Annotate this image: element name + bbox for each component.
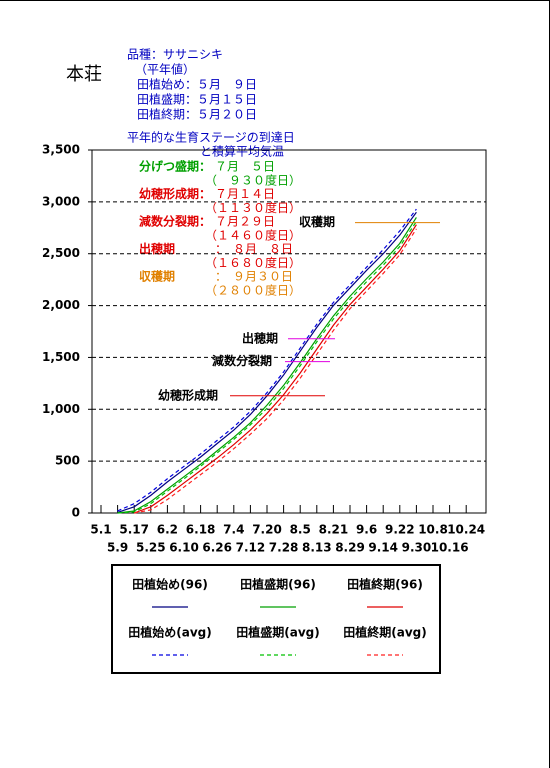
- stage-gdd: （１４６０度日）: [205, 228, 301, 243]
- x-tick-label: 7.28: [269, 541, 299, 555]
- x-tick-label: 5.25: [136, 541, 166, 555]
- stage-label: 減数分裂期: [212, 353, 272, 368]
- legend-label: 田植盛期(96): [240, 577, 316, 592]
- x-tick-label: 10.16: [431, 541, 469, 555]
- x-tick-label: 9.14: [368, 541, 398, 555]
- planting: 田植終期：５月２０日: [137, 107, 257, 122]
- stage-name: 幼穂形成期：: [139, 186, 211, 201]
- stage-label: 幼穂形成期: [158, 387, 218, 402]
- y-tick-label: 500: [55, 454, 80, 468]
- series-line: [133, 224, 417, 514]
- series-line: [117, 208, 417, 512]
- x-tick-label: 7.20: [252, 523, 282, 537]
- plot-area: [91, 149, 487, 514]
- station: 本荘: [66, 64, 102, 85]
- y-tick-label: 3,500: [42, 143, 80, 157]
- stage-title: 平年的な生育ステージの到達日: [127, 130, 295, 145]
- x-tick-label: 5.9: [107, 541, 128, 555]
- series-line: [117, 217, 417, 514]
- legend-label: 田植終期(avg): [343, 625, 426, 640]
- x-tick-label: 10.8: [418, 523, 448, 537]
- x-tick-label: 6.26: [202, 541, 232, 555]
- legend: [111, 564, 441, 674]
- stage-date: ： ８月 ８日: [215, 242, 293, 256]
- y-tick-label: 0: [72, 506, 80, 520]
- x-tick-label: 9.6: [356, 523, 377, 537]
- stage-gdd: （１１３０度日）: [205, 200, 301, 215]
- y-tick-label: 1,000: [42, 402, 80, 416]
- x-tick-label: 5.17: [119, 523, 149, 537]
- stage-gdd: （１６８０度日）: [205, 255, 301, 270]
- x-tick-label: 6.10: [169, 541, 199, 555]
- stage-gdd: （２８００度日）: [205, 283, 301, 298]
- stage-date: ： ９月３０日: [215, 270, 293, 284]
- x-tick-label: 7.4: [223, 523, 244, 537]
- x-tick-label: 8.29: [335, 541, 365, 555]
- legend-label: 田植始め(avg): [128, 625, 211, 640]
- planting: 田植盛期：５月１５日: [137, 92, 257, 107]
- x-tick-label: 6.18: [186, 523, 216, 537]
- y-tick-label: 2,000: [42, 298, 80, 312]
- stage-name: 減数分裂期：: [139, 214, 211, 229]
- y-tick-label: 3,000: [42, 194, 80, 208]
- x-tick-label: 8.21: [319, 523, 349, 537]
- x-tick-label: 10.24: [447, 523, 485, 537]
- y-tick-label: 2,500: [42, 246, 80, 260]
- x-tick-label: 7.12: [236, 541, 266, 555]
- legend-label: 田植始め(96): [132, 577, 208, 592]
- stage-date: ７月 ５日: [215, 160, 275, 174]
- x-tick-label: 9.22: [385, 523, 415, 537]
- stage-label: 収穫期: [299, 214, 335, 229]
- note: （平年値）: [135, 62, 195, 77]
- header: 品種：ササニシキ （平年値） 田植始め：５月 ９日 田植盛期：５月１５日 田植終…: [127, 48, 295, 159]
- series-line: [134, 228, 417, 514]
- stage-name: 出穂期: [139, 241, 175, 256]
- x-tick-label: 8.5: [290, 523, 311, 537]
- stage-gdd: （ ９３０度日）: [205, 173, 301, 188]
- x-tick-label: 6.2: [157, 523, 178, 537]
- stage-date: ７月１４日: [215, 187, 275, 201]
- x-tick-label: 9.30: [402, 541, 432, 555]
- planting: 田植始め：５月 ９日: [137, 77, 257, 92]
- legend-label: 田植終期(96): [347, 577, 423, 592]
- x-tick-label: 5.1: [90, 523, 111, 537]
- y-tick-label: 1,500: [42, 350, 80, 364]
- x-tick-label: 8.13: [302, 541, 332, 555]
- legend-label: 田植盛期(avg): [236, 625, 319, 640]
- series-line: [117, 221, 417, 514]
- stage-date: ７月２９日: [215, 215, 275, 229]
- stage-name: 収穫期: [139, 269, 175, 284]
- stage-name: 分げつ盛期：: [139, 159, 211, 174]
- stage-label: 出穂期: [242, 330, 278, 345]
- variety: 品種：ササニシキ: [127, 48, 223, 62]
- stage-title: と積算平均気温: [200, 144, 284, 159]
